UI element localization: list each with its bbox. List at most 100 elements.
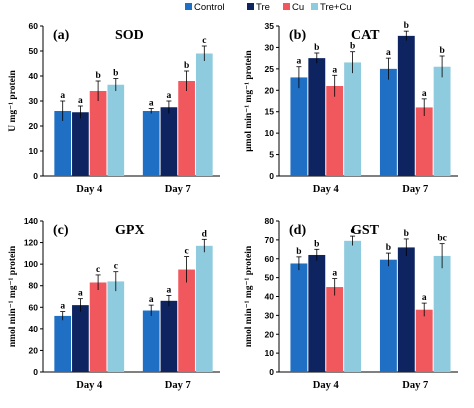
y-tick-label-2-0: 0 [33,367,38,377]
y-tick-label-0-6: 60 [29,21,39,31]
sig-label-1-1-3: b [439,46,444,56]
y-tick-label-3-1: 10 [265,348,275,358]
y-tick-label-2-2: 40 [29,324,39,334]
panel-2: 0 20 40 60 80 100 120 140 nmol min⁻¹ mg⁻¹ protei… [8,216,220,391]
sig-label-1-1-0: a [386,48,391,58]
bar-3-0-2 [326,287,344,372]
bar-3-1-0 [379,259,397,372]
legend-swatch-2 [283,3,290,10]
x-tick-label-2-0: Day 4 [76,380,103,391]
panel-title-3: GST [351,223,380,238]
bar-1-1-3 [433,66,451,176]
sig-label-0-1-2: b [184,61,189,71]
sig-label-3-0-2: a [332,269,337,279]
panel-title-0: SOD [115,28,144,43]
y-axis-title-3: nmol min⁻¹ mg⁻¹ protein [244,245,254,347]
bar-1-0-1 [308,58,326,177]
bar-2-0-0 [54,315,72,372]
y-tick-label-2-5: 100 [24,259,38,269]
bar-0-1-1 [160,107,178,176]
x-tick-label-0-0: Day 4 [76,184,103,195]
sig-label-3-1-0: b [386,243,391,253]
sig-label-0-1-0: a [149,99,154,109]
sig-label-1-0-0: a [297,57,302,67]
bar-1-1-1 [397,35,415,176]
panel-3: 0 10 20 30 40 50 60 70 80 nmol min⁻¹ mg⁻¹ protein… [244,216,458,391]
x-tick-label-3-0: Day 4 [313,380,340,391]
sig-label-0-0-2: b [95,71,100,81]
bar-2-0-2 [89,282,107,372]
bar-0-0-2 [89,91,107,176]
sig-label-0-0-3: b [113,69,118,79]
sig-label-0-0-1: a [78,96,83,106]
bar-1-0-3 [344,62,362,176]
bar-0-0-0 [54,111,72,176]
y-tick-label-2-4: 80 [29,281,39,291]
bar-3-1-1 [397,247,415,372]
sig-label-1-0-1: b [314,43,319,53]
y-axis-title-0: U mg⁻¹ protein [8,70,18,132]
bar-1-0-0 [290,77,308,176]
panel-label-2: (c) [53,223,69,238]
y-tick-label-3-2: 20 [265,329,275,339]
y-tick-label-1-1: 5 [269,150,274,160]
bar-2-1-3 [195,245,213,372]
sig-label-3-1-2: a [422,293,427,303]
bar-1-0-2 [326,86,344,176]
x-tick-label-1-1: Day 7 [402,184,428,195]
bar-3-0-3 [344,240,362,372]
bar-2-1-0 [142,310,160,372]
bar-0-1-0 [142,111,160,176]
sig-label-3-1-3: bc [437,234,447,244]
sig-label-2-1-1: a [167,285,172,295]
y-tick-label-2-6: 120 [24,238,38,248]
panel-1: 0 5 10 15 20 25 30 35 μmol min⁻¹ mg⁻¹ protein (b)… [244,21,458,195]
sig-label-3-1-1: b [404,229,409,239]
bar-1-1-2 [415,107,433,176]
panel-title-2: GPX [115,223,145,238]
y-tick-label-0-1: 10 [29,146,39,156]
sig-label-2-0-2: c [96,265,100,275]
y-tick-label-0-0: 0 [33,171,38,181]
legend-swatch-0 [185,3,192,10]
y-tick-label-3-5: 50 [265,273,275,283]
y-tick-label-1-5: 25 [265,64,275,74]
bar-0-1-3 [195,53,213,176]
y-tick-label-1-0: 0 [269,171,274,181]
bar-1-1-0 [379,68,397,176]
y-tick-label-0-2: 20 [29,121,39,131]
bar-0-0-1 [72,112,89,176]
panel-label-1: (b) [289,28,306,43]
bar-2-0-3 [107,281,125,372]
y-tick-label-2-7: 140 [24,216,38,226]
sig-label-1-0-3: b [350,42,355,52]
sig-label-2-1-3: d [202,229,208,239]
y-tick-label-1-3: 15 [265,107,275,117]
bar-3-1-2 [415,309,433,372]
sig-label-2-1-2: c [184,247,188,257]
sig-label-1-1-2: a [422,89,427,99]
y-tick-label-1-6: 30 [265,42,275,52]
y-tick-label-3-0: 0 [269,367,274,377]
legend-swatch-3 [311,3,318,10]
y-tick-label-0-4: 40 [29,71,39,81]
sig-label-2-0-0: a [60,302,65,312]
y-tick-label-3-8: 80 [265,216,275,226]
bar-0-0-3 [107,84,125,176]
panel-title-1: CAT [351,28,380,43]
y-tick-label-0-5: 50 [29,46,39,56]
y-tick-label-1-7: 35 [265,21,275,31]
y-tick-label-1-2: 10 [265,128,275,138]
y-tick-label-1-4: 20 [265,85,275,95]
x-tick-label-3-1: Day 7 [402,380,428,391]
bar-2-0-1 [72,305,89,372]
y-axis-title-1: μmol min⁻¹ mg⁻¹ protein [244,50,254,152]
sig-label-3-0-3: c [350,226,354,236]
bar-2-1-2 [178,269,195,372]
y-tick-label-2-3: 60 [29,302,39,312]
legend-label-3: Tre+Cu [320,2,352,13]
sig-label-1-1-1: b [404,21,409,31]
sig-label-0-1-1: a [167,91,172,101]
